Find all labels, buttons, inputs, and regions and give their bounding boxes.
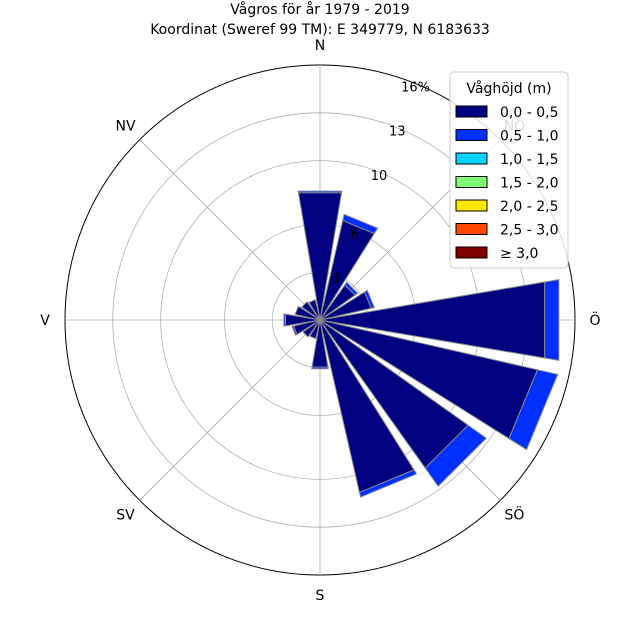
legend-swatch (455, 199, 488, 212)
bar-segment (309, 319, 321, 340)
bar-segment (308, 299, 321, 321)
legend-items: 0,0 - 0,5 0,5 - 1,0 1,0 - 1,5 1,5 - 2,0 2,0 … (455, 105, 558, 262)
bar-segment (311, 366, 329, 370)
direction-label: S (316, 588, 325, 604)
legend-swatch (455, 223, 488, 235)
radial-tick-label: 10 (371, 169, 388, 184)
direction-label: SÖ (505, 505, 525, 523)
legend-label: 1,5 - 2,0 (500, 176, 558, 192)
bar-segment (294, 305, 321, 321)
bar-segment (302, 319, 321, 338)
bar-segment (342, 213, 379, 235)
bar-segment (544, 279, 560, 361)
grid-spoke (139, 319, 321, 501)
legend-label: ≥ 3,0 (500, 246, 538, 262)
radial-tick-label: 3 (332, 272, 340, 287)
bar-segment (344, 281, 359, 296)
chart-title: Vågros för år 1979 - 2019 (230, 1, 409, 18)
legend-label: 1,0 - 1,5 (500, 152, 558, 168)
legend-label: 2,0 - 2,5 (500, 199, 558, 215)
radial-tick-label: 6 (350, 228, 358, 243)
legend-swatch (455, 152, 488, 165)
radial-ticks: 3 6 10 13 16% (332, 80, 430, 286)
legend-swatch (455, 129, 488, 141)
chart-subtitle: Koordinat (Sweref 99 TM): E 349779, N 61… (150, 22, 490, 38)
bar-segment (301, 301, 321, 321)
legend-swatch (455, 246, 488, 259)
bar-segment (424, 424, 488, 488)
bar-segment (291, 325, 298, 336)
grid-spoke (139, 139, 321, 321)
direction-label: N (315, 38, 325, 54)
bar-segment (363, 289, 376, 309)
legend-title: Våghöjd (m) (466, 80, 551, 97)
bars-group (283, 190, 560, 498)
legend-swatch (455, 176, 488, 188)
legend-label: 2,5 - 3,0 (500, 223, 558, 239)
radial-tick-label: 13 (389, 125, 406, 140)
direction-label: SV (116, 507, 135, 523)
bar-segment (297, 190, 343, 194)
legend-swatch (455, 105, 488, 118)
direction-label: NV (116, 119, 136, 135)
bar-segment (283, 313, 286, 327)
direction-label: Ö (589, 311, 600, 329)
legend: Våghöjd (m) 0,0 - 0,5 0,5 - 1,0 1,0 - 1,5 1… (449, 71, 569, 269)
legend-label: 0,5 - 1,0 (500, 129, 558, 145)
legend-box (449, 71, 569, 269)
bar-segment (508, 369, 559, 451)
radial-tick-label: 16% (401, 80, 430, 95)
direction-label: V (40, 313, 50, 329)
bar-segment (358, 469, 418, 498)
legend-label: 0,0 - 0,5 (500, 105, 558, 121)
